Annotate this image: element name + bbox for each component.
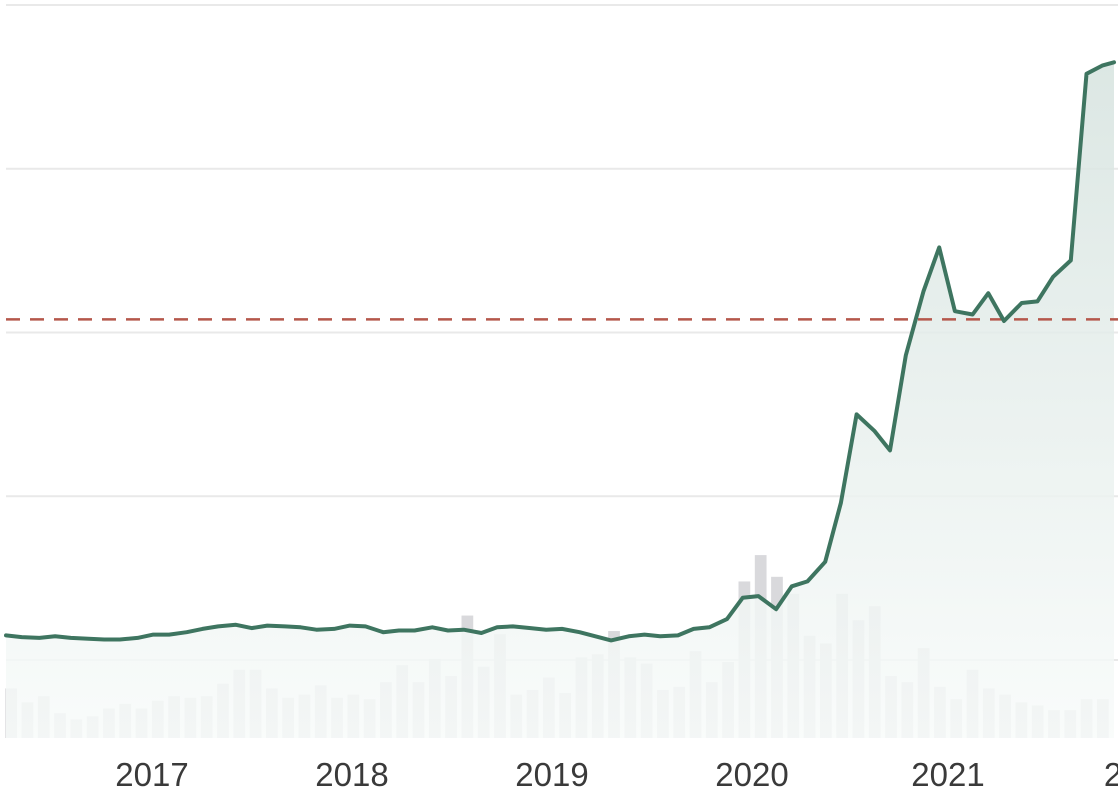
x-tick-label: 2021 [911,756,984,793]
price-line-layer [4,60,1116,643]
x-tick-label: 2019 [515,756,588,793]
x-tick-label: 2 [1104,756,1118,793]
price-area [6,62,1114,738]
x-tick-label: 2017 [115,756,188,793]
x-tick-label: 2020 [715,756,788,793]
x-tick-label: 2018 [315,756,388,793]
price-area-fill [6,62,1114,738]
price-line [4,60,1116,643]
x-axis: 2017 2018 2019 2020 2021 2 [115,756,1118,793]
